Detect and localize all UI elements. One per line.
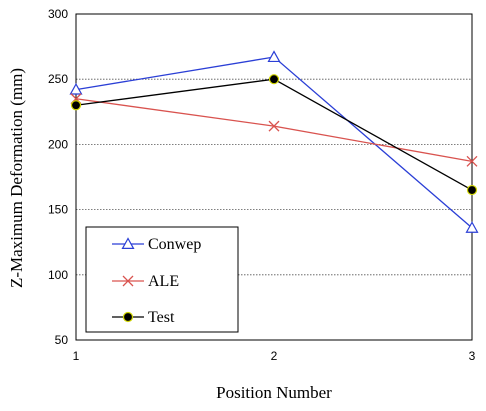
legend-marker-conwep <box>121 237 135 249</box>
legend-label-conwep: Conwep <box>148 236 201 253</box>
data-point-conwep <box>465 221 479 233</box>
x-axis-title: Position Number <box>216 383 332 402</box>
y-tick-label: 200 <box>48 137 68 151</box>
data-point-conwep <box>69 82 83 95</box>
data-point-ale <box>466 155 478 167</box>
y-tick-label: 100 <box>48 268 68 282</box>
y-tick-label: 250 <box>48 72 68 86</box>
legend-box <box>85 226 239 333</box>
series-layer <box>69 50 479 233</box>
y-tick-label: 50 <box>55 333 69 347</box>
series-line-test <box>75 78 473 191</box>
x-tick-label: 3 <box>469 349 476 363</box>
data-point-conwep <box>267 50 281 63</box>
y-tick-label: 300 <box>48 7 68 21</box>
x-tick-label: 2 <box>271 349 278 363</box>
y-axis-title: Z-Maximum Deformation (mm) <box>7 68 26 288</box>
x-axis-ticks: 1 2 3 <box>73 349 476 363</box>
data-point-test <box>70 100 82 111</box>
legend-item-test: Test <box>112 309 175 326</box>
y-tick-label: 150 <box>48 203 68 217</box>
legend-item-ale: ALE <box>112 273 179 290</box>
legend-items: Conwep ALE Test <box>112 236 201 326</box>
series-line-ale <box>75 98 473 162</box>
x-tick-label: 1 <box>73 349 80 363</box>
data-point-test <box>268 74 280 85</box>
plot-area-frame <box>75 13 473 341</box>
series-test <box>70 74 478 196</box>
legend: Conwep ALE Test <box>85 226 239 333</box>
legend-marker-ale <box>122 275 134 287</box>
data-point-ale <box>268 120 280 132</box>
legend-label-test: Test <box>148 309 175 326</box>
y-axis-ticks: 50 100 150 200 250 300 <box>48 7 68 347</box>
series-conwep <box>69 50 479 233</box>
data-point-test <box>466 184 478 196</box>
legend-marker-test <box>122 311 134 323</box>
legend-label-ale: ALE <box>148 273 179 290</box>
legend-item-conwep: Conwep <box>112 236 201 253</box>
series-ale <box>70 93 478 167</box>
